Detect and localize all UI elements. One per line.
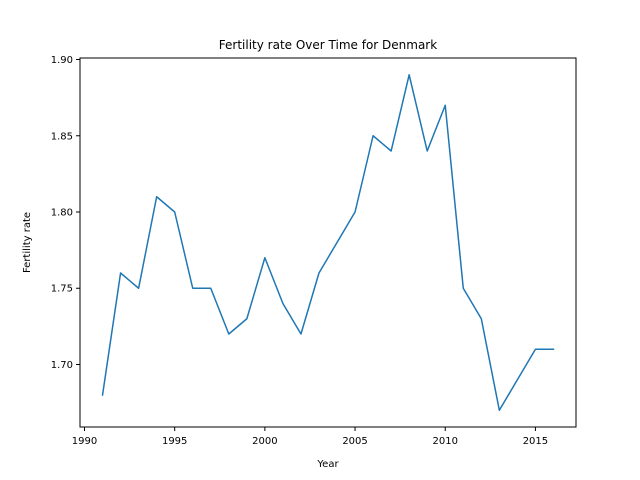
x-tick-label: 2010 [433, 436, 458, 447]
y-axis-ticks: 1.70 1.75 1.80 1.85 1.90 [51, 55, 80, 371]
x-tick-label: 2005 [342, 436, 367, 447]
y-tick-label: 1.80 [51, 208, 73, 219]
y-tick-label: 1.70 [51, 360, 73, 371]
chart-title: Fertility rate Over Time for Denmark [219, 38, 437, 52]
x-axis-ticks: 1990 1995 2000 2005 2010 2015 [72, 427, 548, 447]
series-line [101, 74, 555, 411]
x-tick-label: 2000 [252, 436, 277, 447]
y-tick-label: 1.85 [51, 131, 73, 142]
x-tick-label: 1995 [162, 436, 187, 447]
y-tick-label: 1.75 [51, 284, 73, 295]
x-tick-label: 1990 [72, 436, 97, 447]
plot-area-frame [79, 57, 577, 428]
x-tick-label: 2015 [523, 436, 548, 447]
y-tick-label: 1.90 [51, 55, 73, 66]
series-group [101, 74, 555, 411]
x-axis-label: Year [316, 459, 339, 470]
y-axis-label: Fertility rate [22, 212, 33, 273]
